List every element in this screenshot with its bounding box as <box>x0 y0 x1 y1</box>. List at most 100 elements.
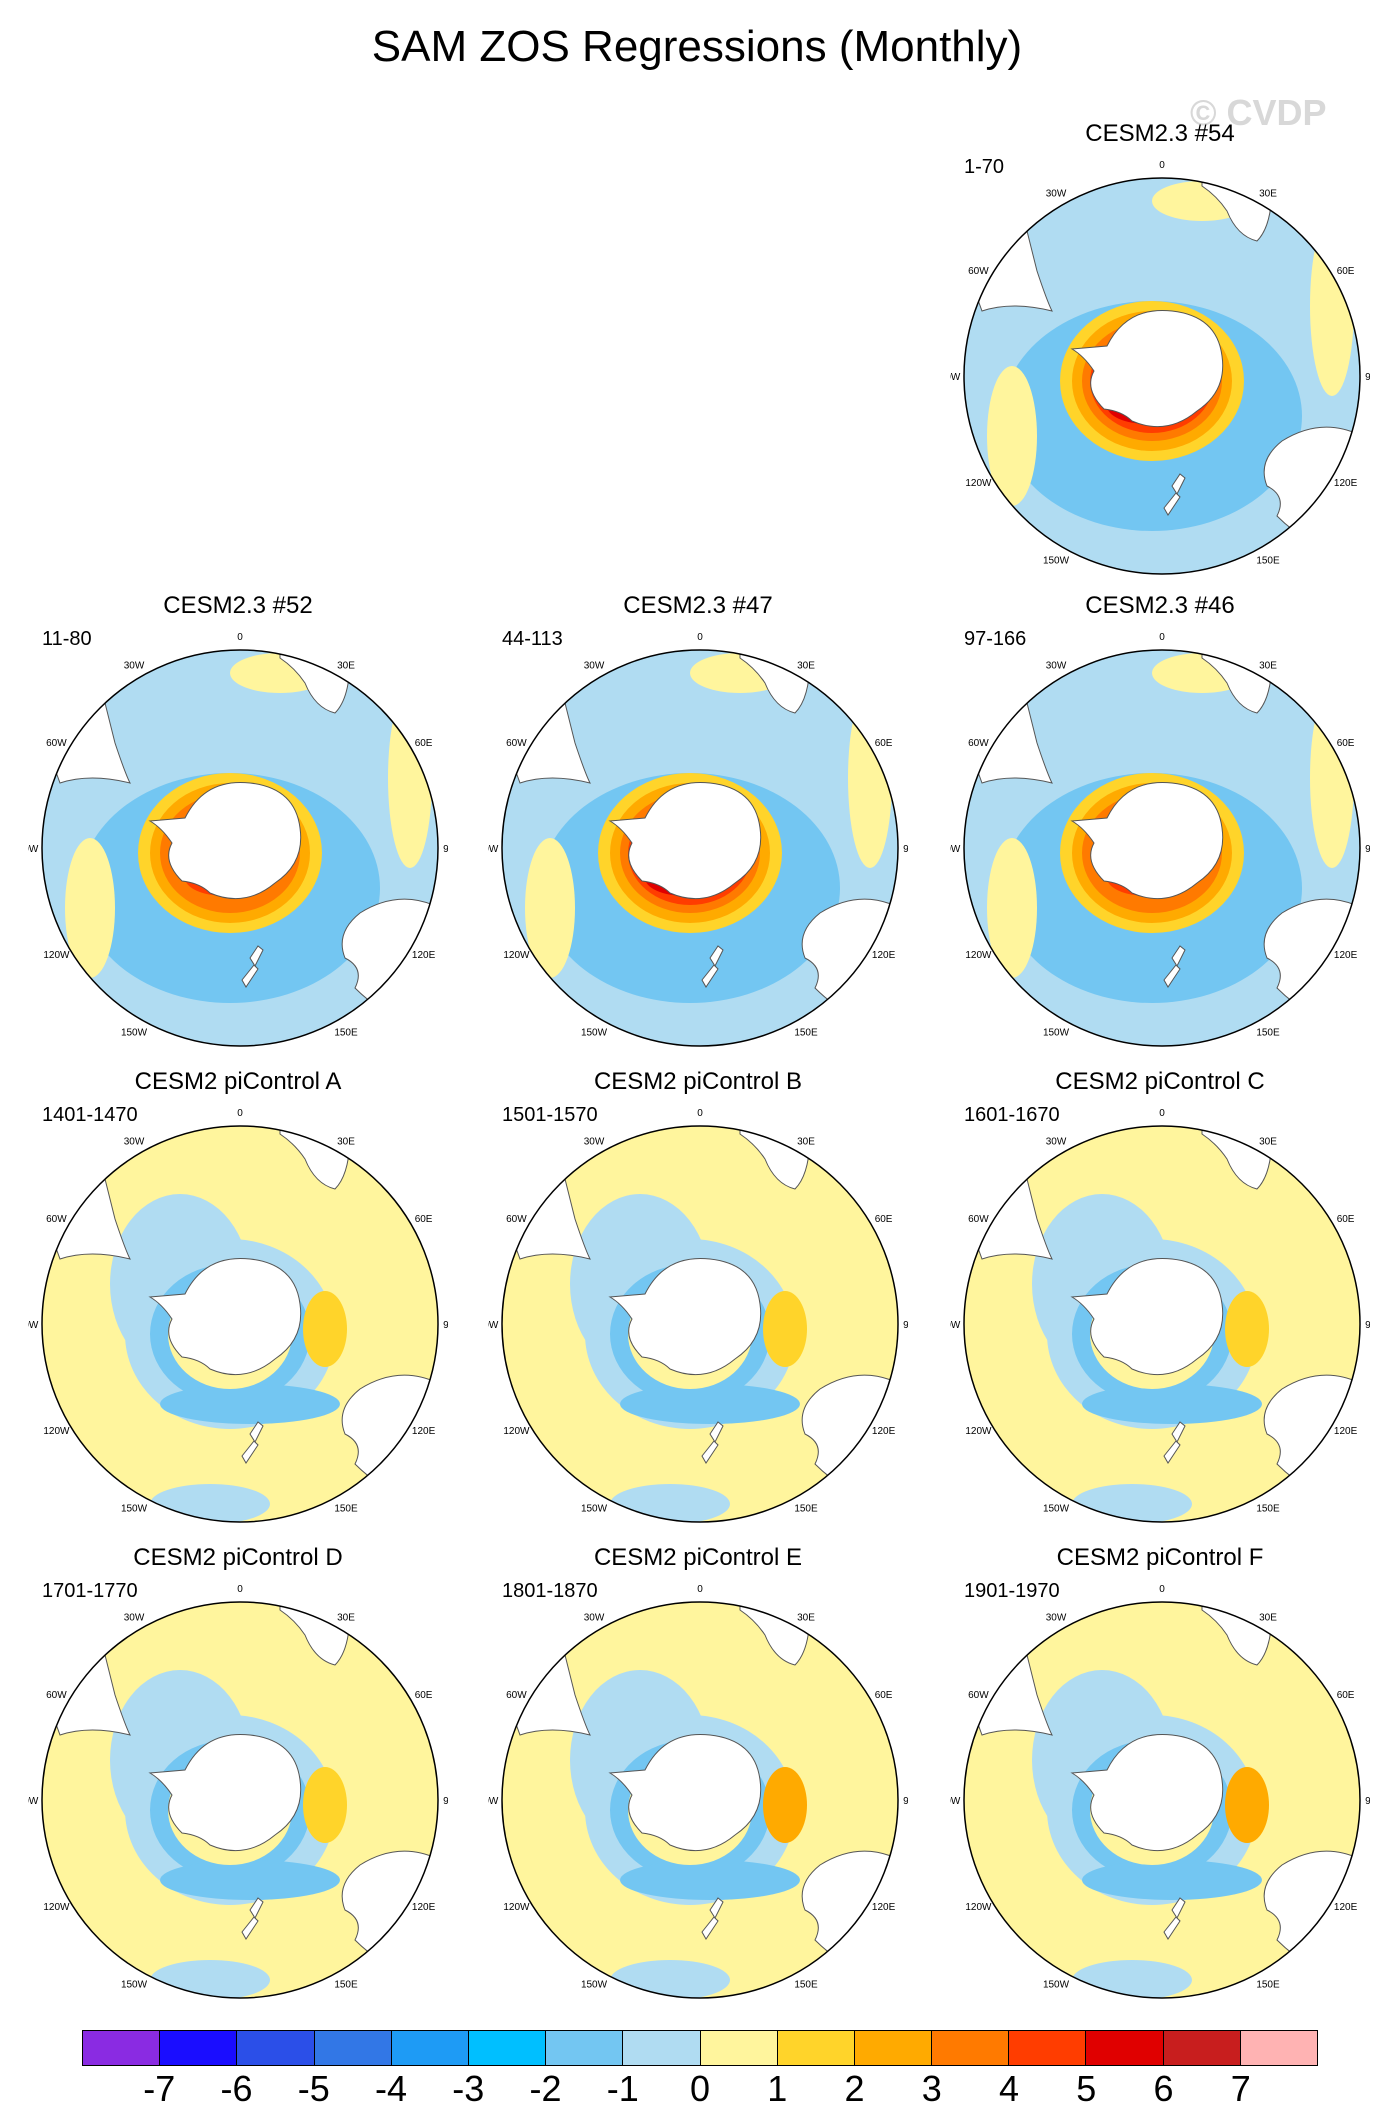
panel-title: CESM2 piControl C <box>1055 1068 1265 1095</box>
longitude-label: 60W <box>46 1214 67 1225</box>
longitude-label: 150W <box>1043 1028 1070 1039</box>
panel-period: 97-166 <box>964 628 1027 650</box>
longitude-label: 30W <box>584 1136 605 1147</box>
colorbar-swatch <box>391 2031 469 2065</box>
longitude-label: 90W <box>488 1796 499 1807</box>
longitude-label: 0 <box>237 1108 243 1119</box>
longitude-label: 120E <box>1334 950 1358 961</box>
map-boundary <box>963 649 1361 1047</box>
longitude-label: 30E <box>1259 660 1277 671</box>
colorbar-tick-label: -6 <box>220 2068 253 2109</box>
longitude-label: 150W <box>581 1504 608 1515</box>
longitude-label: 90E <box>903 1796 908 1807</box>
map-boundary <box>41 649 439 1047</box>
panel-period: 11-80 <box>42 628 92 650</box>
longitude-label: 30W <box>124 660 145 671</box>
panel-title: CESM2.3 #46 <box>1085 592 1235 619</box>
longitude-label: 60E <box>415 1690 433 1701</box>
longitude-label: 150W <box>121 1504 148 1515</box>
field-negative-ring <box>620 1384 800 1424</box>
colorbar-tick-label: -7 <box>143 2068 176 2109</box>
field-indian-positive <box>1225 1291 1269 1367</box>
longitude-label: 60W <box>968 738 989 749</box>
panel-period: 1801-1870 <box>502 1580 598 1602</box>
longitude-label: 120W <box>43 1426 70 1437</box>
colorbar-tick-label: 7 <box>1230 2068 1251 2109</box>
field-indian-positive <box>763 1767 807 1843</box>
map-panel: CESM2.3 #4697-166030E60E90E120E150E18015… <box>950 592 1370 1052</box>
longitude-label: 120W <box>965 1426 992 1437</box>
polar-map: 030E60E90E120E150E180150W120W90W60W30W <box>950 632 1370 1047</box>
panel-title: CESM2 piControl A <box>134 1068 342 1095</box>
field-negative-ring <box>1082 1860 1262 1900</box>
new-zealand-landmass <box>701 1897 724 1940</box>
colorbar-tick-label: -5 <box>297 2068 330 2109</box>
longitude-label: 120W <box>43 1902 70 1913</box>
colorbar-tick-label: -4 <box>374 2068 407 2109</box>
field-positive-patch <box>65 838 115 978</box>
colorbar-swatch <box>1086 2031 1164 2065</box>
longitude-label: 150E <box>1256 556 1280 567</box>
map-panel: CESM2 piControl E 1801-1870 0 30E 60E 90E 120E… <box>488 1544 908 2004</box>
longitude-label: 60E <box>415 738 433 749</box>
field-negative-patch <box>150 1960 270 1998</box>
longitude-label: 150E <box>1256 1028 1280 1039</box>
longitude-label: 120W <box>965 1902 992 1913</box>
figure-title: SAM ZOS Regressions (Monthly) <box>371 22 1023 71</box>
panel-title: CESM2 piControl E <box>593 1544 803 1571</box>
longitude-label: 90E <box>443 1796 448 1807</box>
field-negative-patch <box>1072 1960 1192 1998</box>
map-field <box>964 178 1360 574</box>
longitude-label: 60E <box>1337 1214 1355 1225</box>
field-negative-patch <box>150 1484 270 1522</box>
colorbar-tick-label: -1 <box>606 2068 639 2109</box>
panel-title: CESM2 piControl F <box>1056 1544 1264 1571</box>
colorbar-swatch <box>237 2031 315 2065</box>
longitude-label: 30E <box>337 660 355 671</box>
longitude-label: 30E <box>797 1612 815 1623</box>
longitude-label: 60E <box>1337 266 1355 277</box>
field-indian-positive <box>303 1767 347 1843</box>
map-boundary <box>501 1601 899 1999</box>
new-zealand-landmass <box>1163 473 1186 516</box>
longitude-label: 0 <box>1159 1108 1165 1119</box>
longitude-label: 120W <box>503 950 530 961</box>
longitude-label: 0 <box>697 1108 703 1119</box>
longitude-label: 30W <box>124 1612 145 1623</box>
longitude-label: 60E <box>875 1690 893 1701</box>
longitude-label: 120E <box>872 1902 896 1913</box>
longitude-label: 0 <box>237 632 243 643</box>
longitude-label: 30W <box>1046 1136 1067 1147</box>
panel-period: 1401-1470 <box>42 1104 138 1126</box>
longitude-label: 90W <box>950 1320 961 1331</box>
antarctica-landmass <box>1070 1257 1224 1376</box>
colorbar <box>82 2030 1318 2066</box>
field-negative-ring <box>160 1384 340 1424</box>
colorbar-swatch <box>700 2031 778 2065</box>
longitude-label: 30E <box>1259 188 1277 199</box>
field-positive-patch <box>987 366 1037 506</box>
colorbar-swatch <box>160 2031 238 2065</box>
map-field <box>502 650 898 1046</box>
longitude-label: 90E <box>903 1320 908 1331</box>
colorbar-swatch <box>83 2031 161 2065</box>
longitude-label: 90W <box>950 372 961 383</box>
colorbar-tick-label: 5 <box>1076 2068 1097 2109</box>
panel-period: 1901-1970 <box>964 1580 1060 1602</box>
panel-period: 1701-1770 <box>42 1580 138 1602</box>
longitude-label: 150E <box>794 1980 818 1991</box>
longitude-label: 30W <box>124 1136 145 1147</box>
longitude-label: 150E <box>794 1504 818 1515</box>
map-panel: CESM2 piControl B 1501-1570 0 30E 60E 90E 120E… <box>488 1068 908 1528</box>
longitude-label: 60W <box>506 1214 527 1225</box>
longitude-label: 60W <box>968 1214 989 1225</box>
longitude-label: 60E <box>1337 738 1355 749</box>
panel-period: 1501-1570 <box>502 1104 598 1126</box>
antarctica-landmass <box>148 781 302 900</box>
map-boundary <box>963 177 1361 575</box>
longitude-label: 30E <box>797 1136 815 1147</box>
longitude-label: 150W <box>1043 1980 1070 1991</box>
antarctica-landmass <box>608 1733 762 1852</box>
longitude-label: 30E <box>1259 1612 1277 1623</box>
longitude-label: 0 <box>1159 1584 1165 1595</box>
